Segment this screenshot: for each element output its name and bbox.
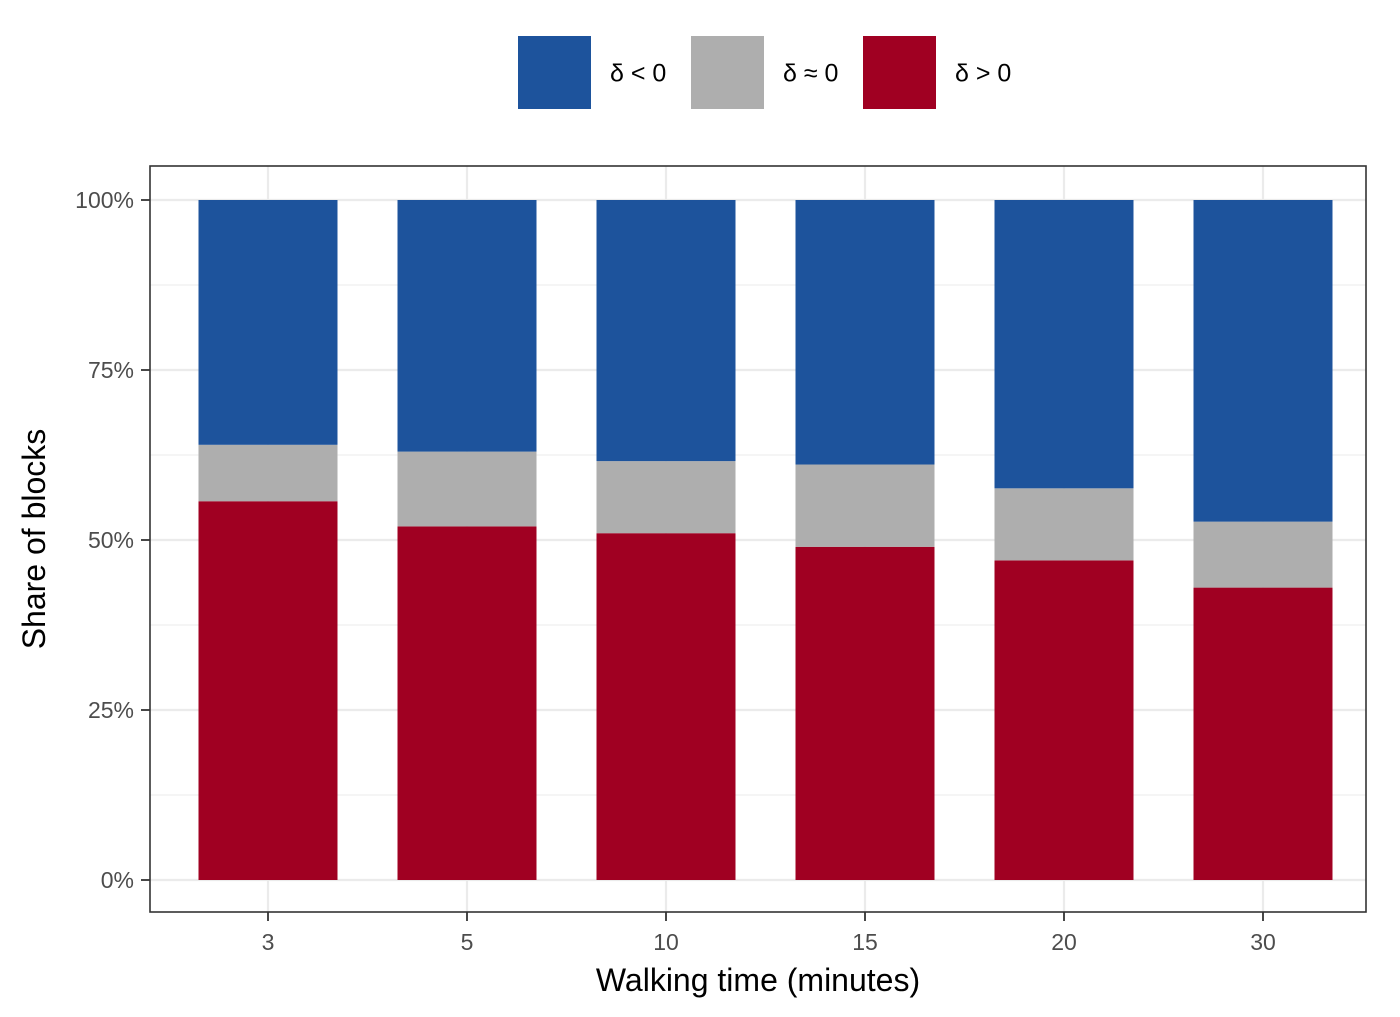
plot-border	[149, 165, 1367, 913]
bar-segment-10-series-0	[596, 533, 736, 880]
y-tick-label: 100%	[75, 187, 134, 213]
bar-segment-30-series-1	[1193, 521, 1333, 588]
bar-segment-5-series-0	[397, 526, 537, 880]
legend-key	[518, 36, 591, 109]
axes: 0% 25% 50% 75% 100% 3 5 10 15 20 30	[75, 187, 1276, 955]
legend: δ < 0 δ ≈ 0 δ > 0	[518, 36, 1011, 109]
x-tick-label: 10	[653, 929, 679, 955]
y-tick-label: 25%	[88, 697, 134, 723]
y-axis-title: Share of blocks	[16, 429, 52, 650]
bar-segment-10-series-1	[596, 461, 736, 534]
bar-segment-5-series-1	[397, 451, 537, 527]
legend-label: δ > 0	[955, 60, 1011, 88]
bar-segment-5-series-2	[397, 200, 537, 452]
x-axis-title: Walking time (minutes)	[596, 962, 920, 998]
x-tick-label: 3	[262, 929, 275, 955]
bar-segment-20-series-0	[994, 560, 1134, 880]
y-tick-label: 50%	[88, 527, 134, 553]
bar-segment-30-series-0	[1193, 587, 1333, 880]
bar-segment-30-series-2	[1193, 200, 1333, 522]
y-tick-label: 0%	[101, 867, 134, 893]
y-tick-label: 75%	[88, 357, 134, 383]
legend-label: δ ≈ 0	[783, 60, 838, 88]
bar-segment-3-series-2	[198, 200, 338, 445]
bar-segment-15-series-1	[795, 464, 935, 547]
legend-key	[691, 36, 764, 109]
bar-segment-3-series-0	[198, 501, 338, 880]
bar-segment-15-series-0	[795, 546, 935, 880]
bar-segment-20-series-2	[994, 200, 1134, 489]
bar-segment-3-series-1	[198, 444, 338, 502]
bars	[198, 200, 1333, 880]
x-tick-label: 30	[1250, 929, 1276, 955]
legend-label: δ < 0	[610, 60, 666, 88]
bar-segment-10-series-2	[596, 200, 736, 462]
legend-key	[863, 36, 936, 109]
bar-segment-20-series-1	[994, 488, 1134, 561]
x-tick-label: 5	[461, 929, 474, 955]
x-tick-label: 15	[852, 929, 878, 955]
x-tick-label: 20	[1051, 929, 1077, 955]
bar-segment-15-series-2	[795, 200, 935, 465]
